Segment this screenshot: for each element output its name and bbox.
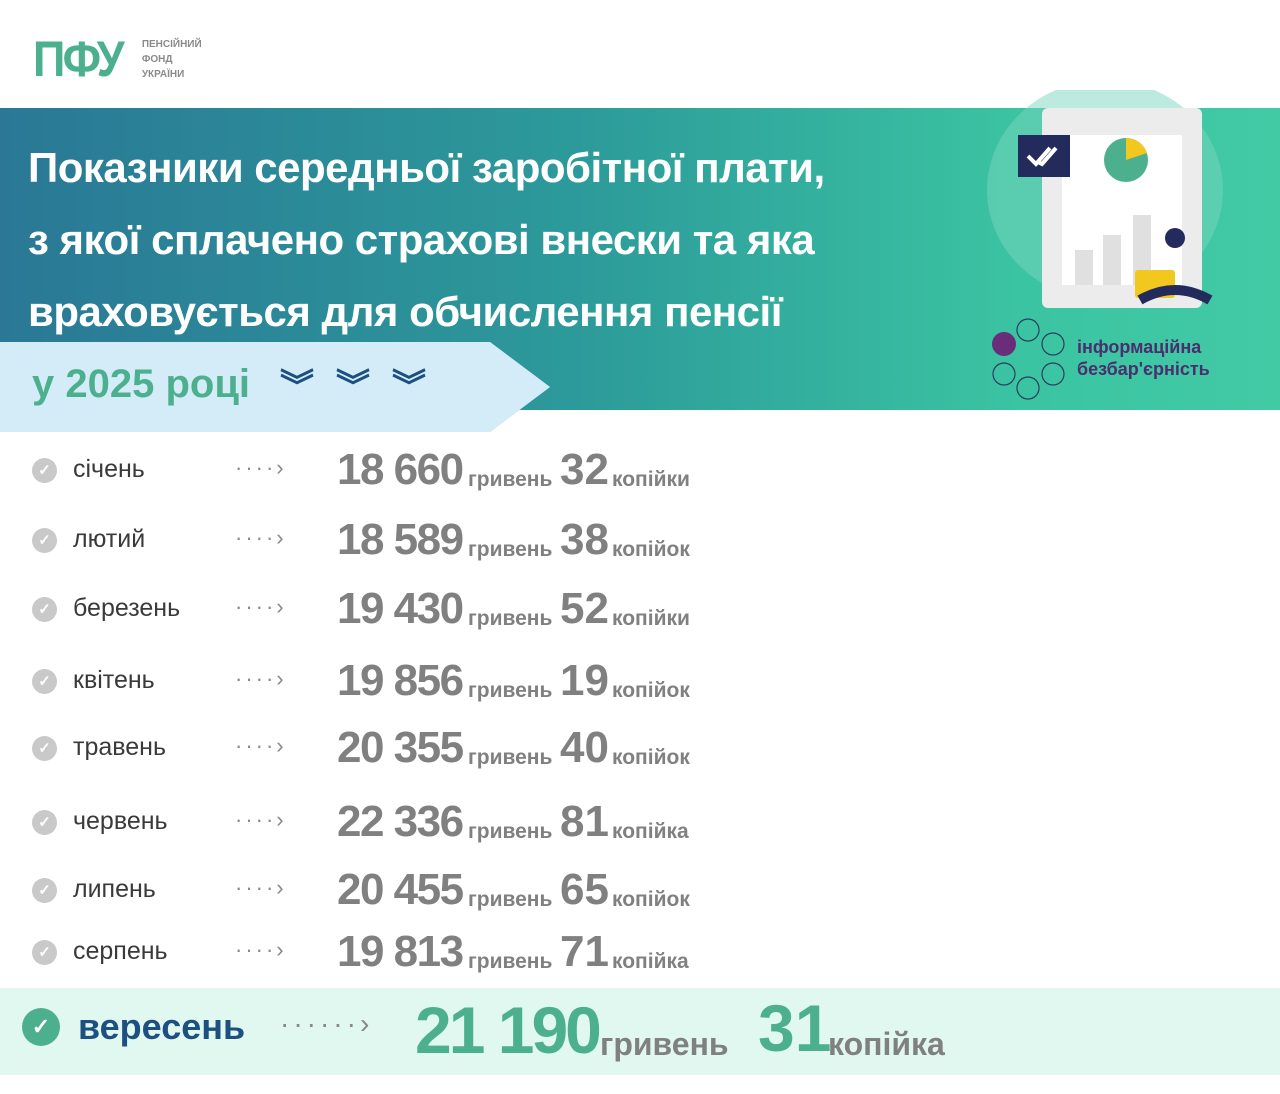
kopecks-value: 31 <box>758 991 832 1065</box>
hryvnia-unit: гривень <box>468 679 553 702</box>
hryvnia-value: 21 190 <box>415 993 602 1067</box>
hryvnia-value: 19 856 <box>337 656 464 705</box>
year-band <box>0 342 490 432</box>
hryvnia-value: 19 813 <box>337 927 464 976</box>
salary-row: ✓ березень ····› 19 430 гривень 52 копій… <box>0 579 1280 639</box>
title-line: з якої сплачено страхові внески та яка <box>28 216 815 263</box>
chevron-down-icon: ︾ <box>280 368 314 406</box>
check-icon: ✓ <box>32 810 57 835</box>
arrow-icon: ····› <box>235 733 287 758</box>
month-label: січень <box>73 455 145 483</box>
kopecks-value: 38 <box>560 515 609 564</box>
kopecks-unit: копійка <box>612 820 689 843</box>
logo-line: УКРАЇНИ <box>141 68 185 80</box>
kopecks-unit: копійки <box>612 607 690 630</box>
salary-row: ✓ січень ····› 18 660 гривень 32 копійки <box>0 440 1280 500</box>
check-icon: ✓ <box>32 597 57 622</box>
accessibility-badge: інформаційна безбар'єрність <box>1077 336 1210 380</box>
arrow-icon: ······› <box>280 1008 374 1039</box>
kopecks-value: 32 <box>560 445 609 494</box>
month-label: серпень <box>73 937 168 965</box>
month-label: вересень <box>78 1006 246 1047</box>
kopecks-unit: копійка <box>612 950 689 973</box>
logo-mark: ПФУ <box>33 31 125 87</box>
hryvnia-value: 19 430 <box>337 584 464 633</box>
logo-text: ПЕНСІЙНИЙ ФОНД УКРАЇНИ <box>142 37 202 82</box>
kopecks-unit: копійок <box>612 888 690 911</box>
arrow-icon: ····› <box>235 807 287 832</box>
check-icon: ✓ <box>32 736 57 761</box>
logo-line: ПЕНСІЙНИЙ <box>141 38 202 50</box>
hryvnia-unit: гривень <box>468 950 553 973</box>
kopecks-value: 81 <box>560 797 609 846</box>
arrow-icon: ····› <box>235 594 287 619</box>
check-icon: ✓ <box>32 878 57 903</box>
pfu-logo: ПФУ ПЕНСІЙНИЙ ФОНД УКРАЇНИ <box>33 30 202 88</box>
kopecks-unit: копійок <box>612 679 690 702</box>
kopecks-unit: копійок <box>612 538 690 561</box>
salary-row: ✓ червень ····› 22 336 гривень 81 копійк… <box>0 792 1280 852</box>
hryvnia-unit: гривень <box>468 820 553 843</box>
month-label: лютий <box>73 525 146 553</box>
analytics-illustration <box>987 90 1223 308</box>
kopecks-value: 52 <box>560 584 609 633</box>
hryvnia-unit: гривень <box>600 1026 729 1062</box>
kopecks-unit: копійок <box>612 746 690 769</box>
month-label: червень <box>73 807 168 835</box>
month-label: травень <box>73 733 166 761</box>
chevron-down-icon: ︾ <box>336 368 370 406</box>
hryvnia-unit: гривень <box>468 746 553 769</box>
check-icon: ✓ <box>32 458 57 483</box>
month-label: квітень <box>73 666 155 694</box>
salary-row: ✓ травень ····› 20 355 гривень 40 копійо… <box>0 718 1280 778</box>
logo-line: ФОНД <box>141 53 173 65</box>
badge-line: безбар'єрність <box>1077 359 1210 379</box>
check-icon: ✓ <box>22 1008 60 1046</box>
kopecks-unit: копійка <box>828 1026 945 1062</box>
month-label: березень <box>73 594 181 622</box>
hryvnia-value: 20 355 <box>337 723 464 772</box>
salary-row: ✓ лютий ····› 18 589 гривень 38 копійок <box>0 510 1280 570</box>
kopecks-unit: копійки <box>612 468 690 491</box>
hryvnia-value: 18 589 <box>337 515 464 564</box>
salary-row: ✓ квітень ····› 19 856 гривень 19 копійо… <box>0 651 1280 711</box>
arrow-icon: ····› <box>235 875 287 900</box>
check-icon: ✓ <box>32 528 57 553</box>
hryvnia-unit: гривень <box>468 607 553 630</box>
title-line: Показники середньої заробітної плати, <box>28 144 825 191</box>
kopecks-value: 19 <box>560 656 609 705</box>
check-icon: ✓ <box>32 940 57 965</box>
title-line: враховується для обчислення пенсії <box>28 288 783 335</box>
hryvnia-unit: гривень <box>468 468 553 491</box>
badge-line: інформаційна <box>1077 337 1202 357</box>
accessibility-circles-icon <box>992 318 1065 400</box>
arrow-icon: ····› <box>235 666 287 691</box>
arrow-icon: ····› <box>235 525 287 550</box>
hryvnia-unit: гривень <box>468 538 553 561</box>
arrow-icon: ····› <box>235 937 287 962</box>
kopecks-value: 40 <box>560 723 609 772</box>
highlight-row: ✓ вересень ······› 21 190 гривень 31 коп… <box>0 988 1280 1075</box>
check-icon: ✓ <box>32 669 57 694</box>
salary-row: ✓ серпень ····› 19 813 гривень 71 копійк… <box>0 922 1280 982</box>
kopecks-value: 71 <box>560 927 609 976</box>
page-title: Показники середньої заробітної плати, з … <box>28 132 825 348</box>
month-label: липень <box>73 875 156 903</box>
hryvnia-value: 18 660 <box>337 445 464 494</box>
hryvnia-value: 20 455 <box>337 865 464 914</box>
hryvnia-value: 22 336 <box>337 797 464 846</box>
hryvnia-unit: гривень <box>468 888 553 911</box>
salary-row: ✓ липень ····› 20 455 гривень 65 копійок <box>0 860 1280 920</box>
kopecks-value: 65 <box>560 865 609 914</box>
year-label: у 2025 році <box>32 362 251 406</box>
chevron-down-icon: ︾ <box>392 368 426 406</box>
year-band-tip <box>490 342 550 432</box>
arrow-icon: ····› <box>235 455 287 480</box>
